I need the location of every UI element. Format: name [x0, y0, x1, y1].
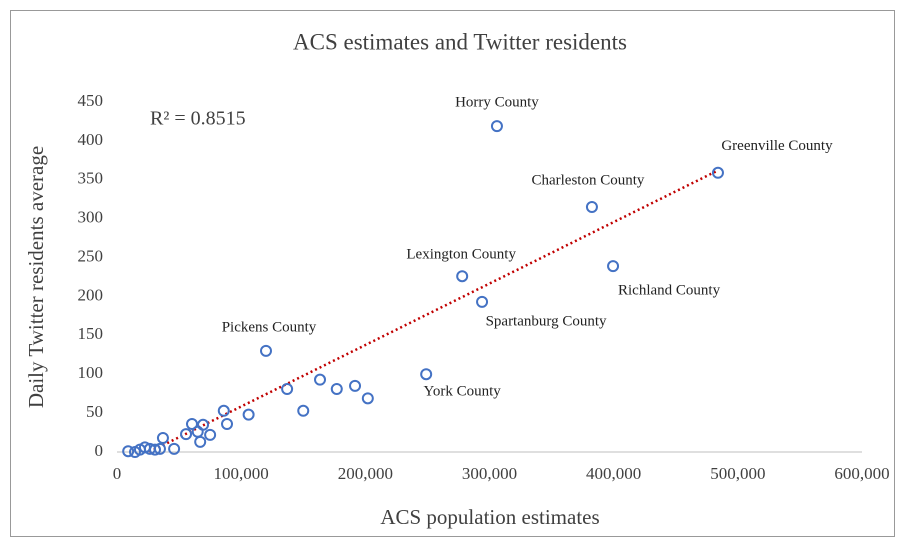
data-point	[168, 442, 181, 455]
data-point	[180, 428, 193, 441]
x-tick-label: 300,000	[462, 464, 517, 483]
data-point	[148, 443, 161, 456]
data-point	[476, 295, 489, 308]
chart-frame	[10, 10, 895, 537]
chart-title: ACS estimates and Twitter residents	[293, 29, 627, 54]
data-point	[217, 404, 230, 417]
data-point	[297, 404, 310, 417]
y-tick-label: 0	[95, 441, 104, 460]
x-axis-label: ACS population estimates	[380, 505, 599, 529]
y-tick-label: 450	[78, 91, 104, 110]
point-label: Richland County	[618, 283, 721, 299]
data-point	[314, 373, 327, 386]
point-label: York County	[424, 384, 502, 400]
data-point	[585, 201, 598, 213]
y-tick-label: 250	[78, 246, 104, 265]
data-point	[330, 383, 343, 395]
data-point	[260, 344, 272, 357]
data-point	[281, 383, 294, 395]
data-point	[490, 120, 503, 133]
point-label: Lexington County	[406, 247, 516, 263]
y-tick-label: 100	[78, 363, 104, 382]
data-point	[607, 260, 620, 273]
data-point	[197, 418, 210, 431]
y-tick-label: 50	[86, 402, 103, 421]
y-tick-label: 300	[78, 208, 104, 227]
data-point	[221, 418, 234, 430]
data-point	[361, 392, 374, 405]
point-label: Greenville County	[721, 138, 833, 154]
data-point	[420, 368, 433, 381]
x-tick-label: 200,000	[338, 464, 393, 483]
x-tick-label: 500,000	[710, 464, 765, 483]
data-point	[711, 166, 724, 179]
data-point	[185, 418, 198, 430]
trendline	[148, 169, 719, 454]
r-squared: R² = 0.8515	[150, 108, 246, 130]
x-tick-label: 0	[113, 464, 122, 483]
data-point	[204, 428, 217, 441]
x-tick-label: 100,000	[214, 464, 269, 483]
data-point	[122, 445, 135, 458]
y-tick-label: 400	[78, 130, 104, 149]
point-label: Spartanburg County	[486, 313, 607, 329]
point-label: Charleston County	[531, 172, 644, 188]
y-tick-label: 350	[78, 169, 104, 188]
data-point	[456, 270, 469, 283]
point-label: Horry County	[455, 95, 539, 111]
point-label: Pickens County	[222, 319, 317, 335]
data-point	[242, 408, 255, 421]
data-point	[153, 442, 166, 455]
x-tick-label: 600,000	[834, 464, 889, 483]
data-point	[349, 379, 362, 392]
data-point	[156, 432, 169, 444]
x-tick-label: 400,000	[586, 464, 641, 483]
y-tick-label: 150	[78, 324, 104, 343]
y-axis-label: Daily Twitter residents average	[24, 146, 48, 408]
y-tick-label: 200	[78, 285, 104, 304]
data-point	[194, 435, 207, 448]
